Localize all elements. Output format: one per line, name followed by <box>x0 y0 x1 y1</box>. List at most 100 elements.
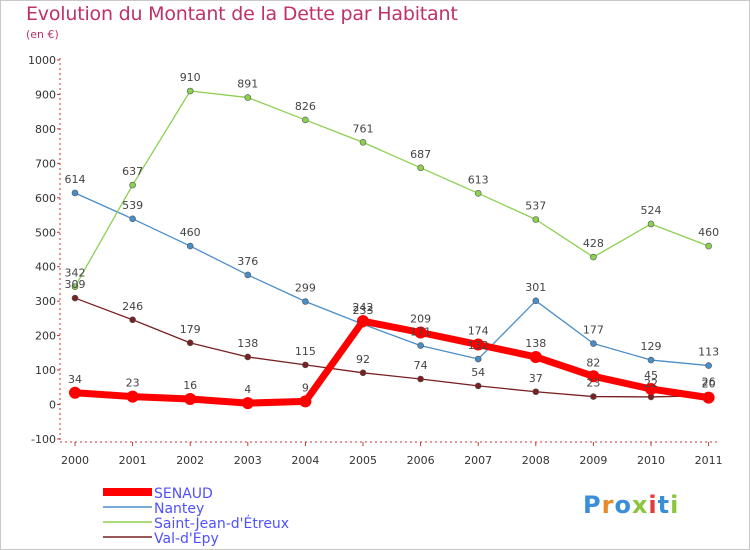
data-label: 82 <box>586 356 600 369</box>
x-tick-label: 2006 <box>407 454 435 467</box>
data-label: 20 <box>702 378 716 391</box>
x-tick-label: 2007 <box>464 454 492 467</box>
logo-letter: P <box>583 491 602 519</box>
data-label: 92 <box>356 353 370 366</box>
data-point <box>472 338 485 351</box>
data-point <box>357 315 369 328</box>
data-point <box>244 271 252 279</box>
x-tick-label: 2003 <box>234 454 262 467</box>
logo-letter: x <box>631 491 649 519</box>
data-point <box>71 189 79 197</box>
data-label: 74 <box>414 359 428 372</box>
y-tick-label: 900 <box>35 88 56 101</box>
y-tick-label: 800 <box>35 123 56 136</box>
x-tick-label: 2009 <box>579 454 607 467</box>
data-point <box>126 390 139 403</box>
data-label: 233 <box>353 304 374 317</box>
x-tick-label: 2011 <box>695 454 723 467</box>
data-label: 460 <box>180 226 201 239</box>
chart-title: Evolution du Montant de la Dette par Hab… <box>26 3 458 25</box>
data-label: 246 <box>122 300 143 313</box>
data-point <box>69 386 81 399</box>
data-label: 23 <box>126 377 140 390</box>
data-point <box>474 382 482 390</box>
data-label: 171 <box>410 326 431 339</box>
data-point <box>129 215 136 223</box>
legend-label: Nantey <box>154 501 204 517</box>
proxiti-logo: Proxiti <box>583 491 679 519</box>
data-label: 132 <box>468 339 489 352</box>
data-label: 113 <box>698 346 719 359</box>
data-point <box>414 326 427 339</box>
data-label: 179 <box>180 323 201 336</box>
legend-label: Val-d'Epy <box>154 531 219 547</box>
data-point <box>129 316 136 324</box>
y-tick-label: 0 <box>49 399 56 412</box>
y-tick-label: 500 <box>35 226 56 239</box>
data-point <box>186 87 194 95</box>
data-label: 614 <box>65 173 86 186</box>
series-line-val-d-epy <box>74 297 710 398</box>
data-point <box>417 342 424 349</box>
data-point <box>529 350 542 363</box>
data-point <box>359 369 367 377</box>
data-label: 37 <box>529 372 543 385</box>
data-label: 376 <box>237 255 258 268</box>
chart-subtitle: (en €) <box>26 28 59 41</box>
x-tick-label: 2004 <box>291 454 319 467</box>
data-label: 687 <box>410 148 431 161</box>
data-label: 45 <box>644 369 658 382</box>
logo-letter: r <box>601 491 615 519</box>
data-point <box>532 216 540 223</box>
data-point <box>590 253 597 261</box>
y-tick-label: 1000 <box>28 54 56 67</box>
logo-letter: o <box>614 491 632 519</box>
data-label: 174 <box>468 325 489 338</box>
data-label: 22 <box>644 377 658 390</box>
data-label: 910 <box>180 71 201 84</box>
x-tick-label: 2005 <box>349 454 377 467</box>
data-label: 138 <box>237 337 258 350</box>
x-tick-label: 2002 <box>176 454 204 467</box>
data-label: 891 <box>237 78 258 91</box>
data-label: 23 <box>586 377 600 390</box>
data-label: 9 <box>302 381 309 394</box>
y-tick-label: -100 <box>31 433 56 446</box>
data-point <box>186 242 194 250</box>
data-point <box>244 353 252 361</box>
data-point <box>184 392 197 405</box>
data-point <box>302 298 309 305</box>
data-label: 637 <box>122 165 143 178</box>
data-label: 129 <box>641 340 662 353</box>
data-label: 428 <box>583 237 604 250</box>
data-label: 138 <box>525 337 546 350</box>
data-label: 177 <box>583 324 604 337</box>
data-label: 115 <box>295 345 316 358</box>
data-label: 460 <box>698 226 719 239</box>
data-point <box>71 294 79 302</box>
y-tick-label: 300 <box>35 295 56 308</box>
legend-label: SENAUD <box>154 486 213 502</box>
data-label: 524 <box>641 204 662 217</box>
data-label: 342 <box>65 267 86 280</box>
data-label: 209 <box>410 312 431 325</box>
y-tick-label: 600 <box>35 192 56 205</box>
data-point <box>302 361 309 369</box>
data-label: 16 <box>183 379 197 392</box>
data-point <box>645 382 657 395</box>
x-tick-label: 2010 <box>637 454 665 467</box>
data-point <box>129 181 136 189</box>
data-label: 613 <box>468 173 489 186</box>
y-tick-label: 200 <box>35 330 56 343</box>
data-label: 54 <box>471 366 485 379</box>
data-label: 826 <box>295 100 316 113</box>
y-tick-label: 400 <box>35 261 56 274</box>
x-tick-label: 2001 <box>119 454 147 467</box>
data-point <box>590 393 597 400</box>
data-label: 4 <box>244 383 251 396</box>
data-point <box>705 242 712 250</box>
y-tick-label: 100 <box>35 364 56 377</box>
logo-letter: i <box>670 491 680 519</box>
